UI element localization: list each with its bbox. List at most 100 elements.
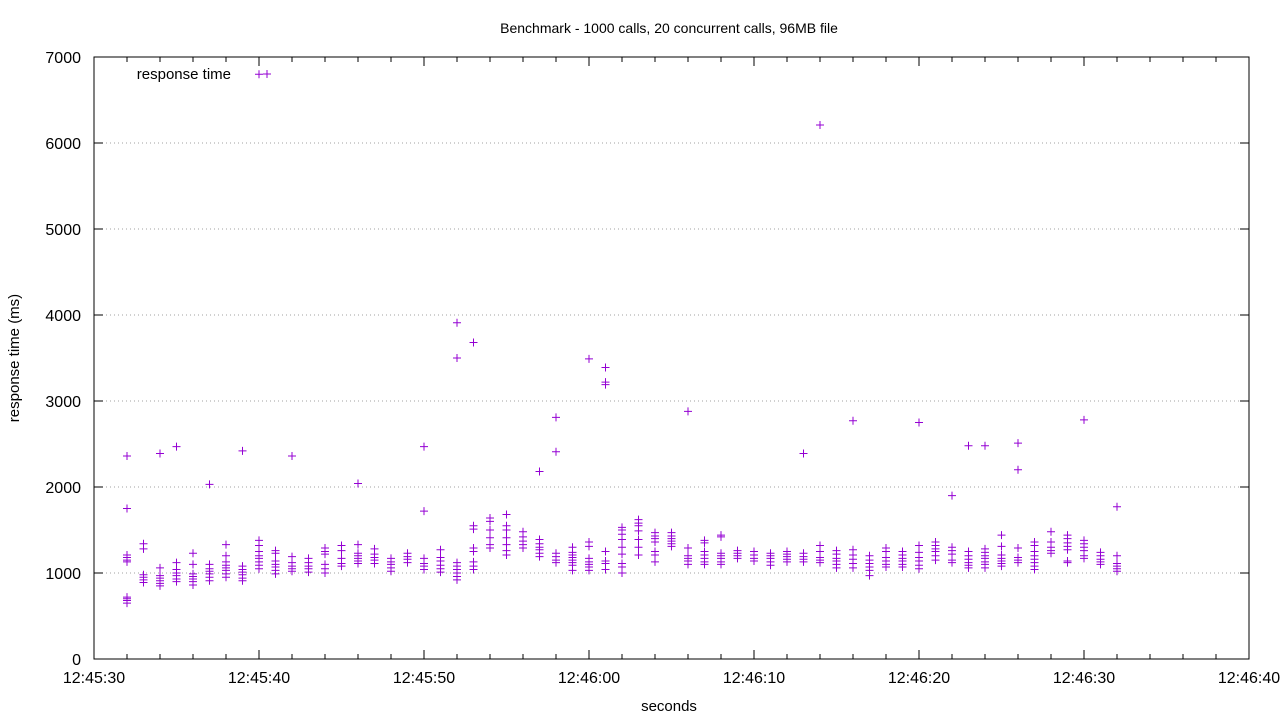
data-point [420, 442, 428, 451]
data-point [601, 547, 610, 556]
data-point [238, 576, 247, 585]
data-point [799, 449, 808, 458]
data-point [585, 566, 593, 575]
data-point [733, 554, 742, 563]
data-point [189, 549, 197, 558]
data-point [123, 452, 131, 461]
y-tick-label: 3000 [45, 394, 81, 411]
data-point [832, 563, 841, 572]
legend-marker [263, 70, 271, 78]
data-point [1113, 567, 1121, 576]
data-point [1014, 544, 1022, 553]
data-point [1014, 439, 1022, 448]
data-point [700, 560, 709, 569]
data-point [486, 517, 494, 526]
data-point [469, 525, 478, 534]
data-point [783, 557, 791, 566]
data-point [502, 526, 511, 534]
data-point [601, 380, 610, 389]
data-point [486, 544, 494, 553]
data-point [420, 507, 428, 516]
data-point [816, 558, 824, 567]
data-point [453, 575, 461, 584]
data-point [205, 480, 214, 489]
data-point [486, 526, 494, 534]
data-point [849, 563, 857, 572]
data-point [981, 563, 989, 572]
data-point [981, 441, 989, 450]
y-tick-label: 7000 [45, 50, 81, 67]
data-point [849, 416, 857, 425]
data-point [585, 542, 593, 551]
data-point [964, 563, 973, 572]
data-point [601, 565, 610, 574]
data-point [321, 569, 329, 577]
y-tick-label: 1000 [45, 566, 81, 583]
data-point [799, 557, 808, 566]
data-point [717, 532, 725, 541]
data-point [1047, 527, 1055, 536]
data-point [634, 535, 643, 544]
data-point [618, 550, 626, 559]
data-point [618, 543, 626, 552]
data-point [271, 549, 280, 558]
data-point [684, 544, 692, 553]
data-point [403, 558, 412, 567]
data-points [123, 70, 1121, 608]
data-point [882, 562, 890, 571]
data-point [123, 599, 131, 608]
data-point [585, 354, 593, 363]
data-point [502, 550, 511, 559]
data-point [519, 544, 527, 553]
data-point [601, 363, 610, 372]
data-point [552, 558, 560, 567]
chart-title: Benchmark - 1000 calls, 20 concurrent ca… [500, 20, 838, 36]
data-point [255, 564, 263, 573]
data-point [865, 571, 874, 580]
data-point [469, 565, 478, 574]
x-axis-label: seconds [641, 698, 697, 715]
data-point [535, 552, 544, 561]
data-point [205, 576, 214, 585]
data-point [123, 504, 131, 513]
data-point [816, 120, 824, 129]
data-point [156, 563, 164, 572]
y-tick-label: 2000 [45, 480, 81, 497]
x-tick-label: 12:46:40 [1218, 670, 1280, 687]
data-point [486, 533, 494, 542]
data-point [552, 447, 560, 456]
data-point [172, 442, 181, 451]
data-point [997, 542, 1006, 551]
data-point [766, 561, 775, 570]
data-point [651, 557, 659, 566]
data-point [139, 578, 148, 587]
data-point [1063, 545, 1072, 554]
data-point [337, 562, 346, 571]
data-point [717, 560, 725, 569]
data-point [370, 559, 379, 568]
data-point [354, 540, 362, 549]
data-point [948, 491, 956, 500]
data-point [618, 569, 626, 577]
data-point [931, 556, 940, 565]
data-point [502, 533, 511, 542]
data-point [189, 560, 197, 569]
data-point [1096, 560, 1105, 569]
data-point [1014, 558, 1022, 567]
data-point [634, 550, 643, 559]
data-point [684, 560, 692, 569]
data-point [1113, 551, 1121, 560]
data-point [321, 550, 329, 559]
legend-label: response time [137, 66, 231, 83]
data-point [189, 581, 197, 590]
x-axis: 12:45:30 12:45:40 12:45:50 12:46:00 12:46:10… [63, 57, 1280, 687]
data-point [634, 526, 643, 535]
data-point [156, 581, 164, 590]
data-point [238, 446, 247, 455]
data-point [222, 540, 230, 549]
data-point [535, 467, 544, 476]
data-point [453, 354, 461, 362]
grid [94, 142, 1249, 574]
data-point [618, 535, 626, 544]
